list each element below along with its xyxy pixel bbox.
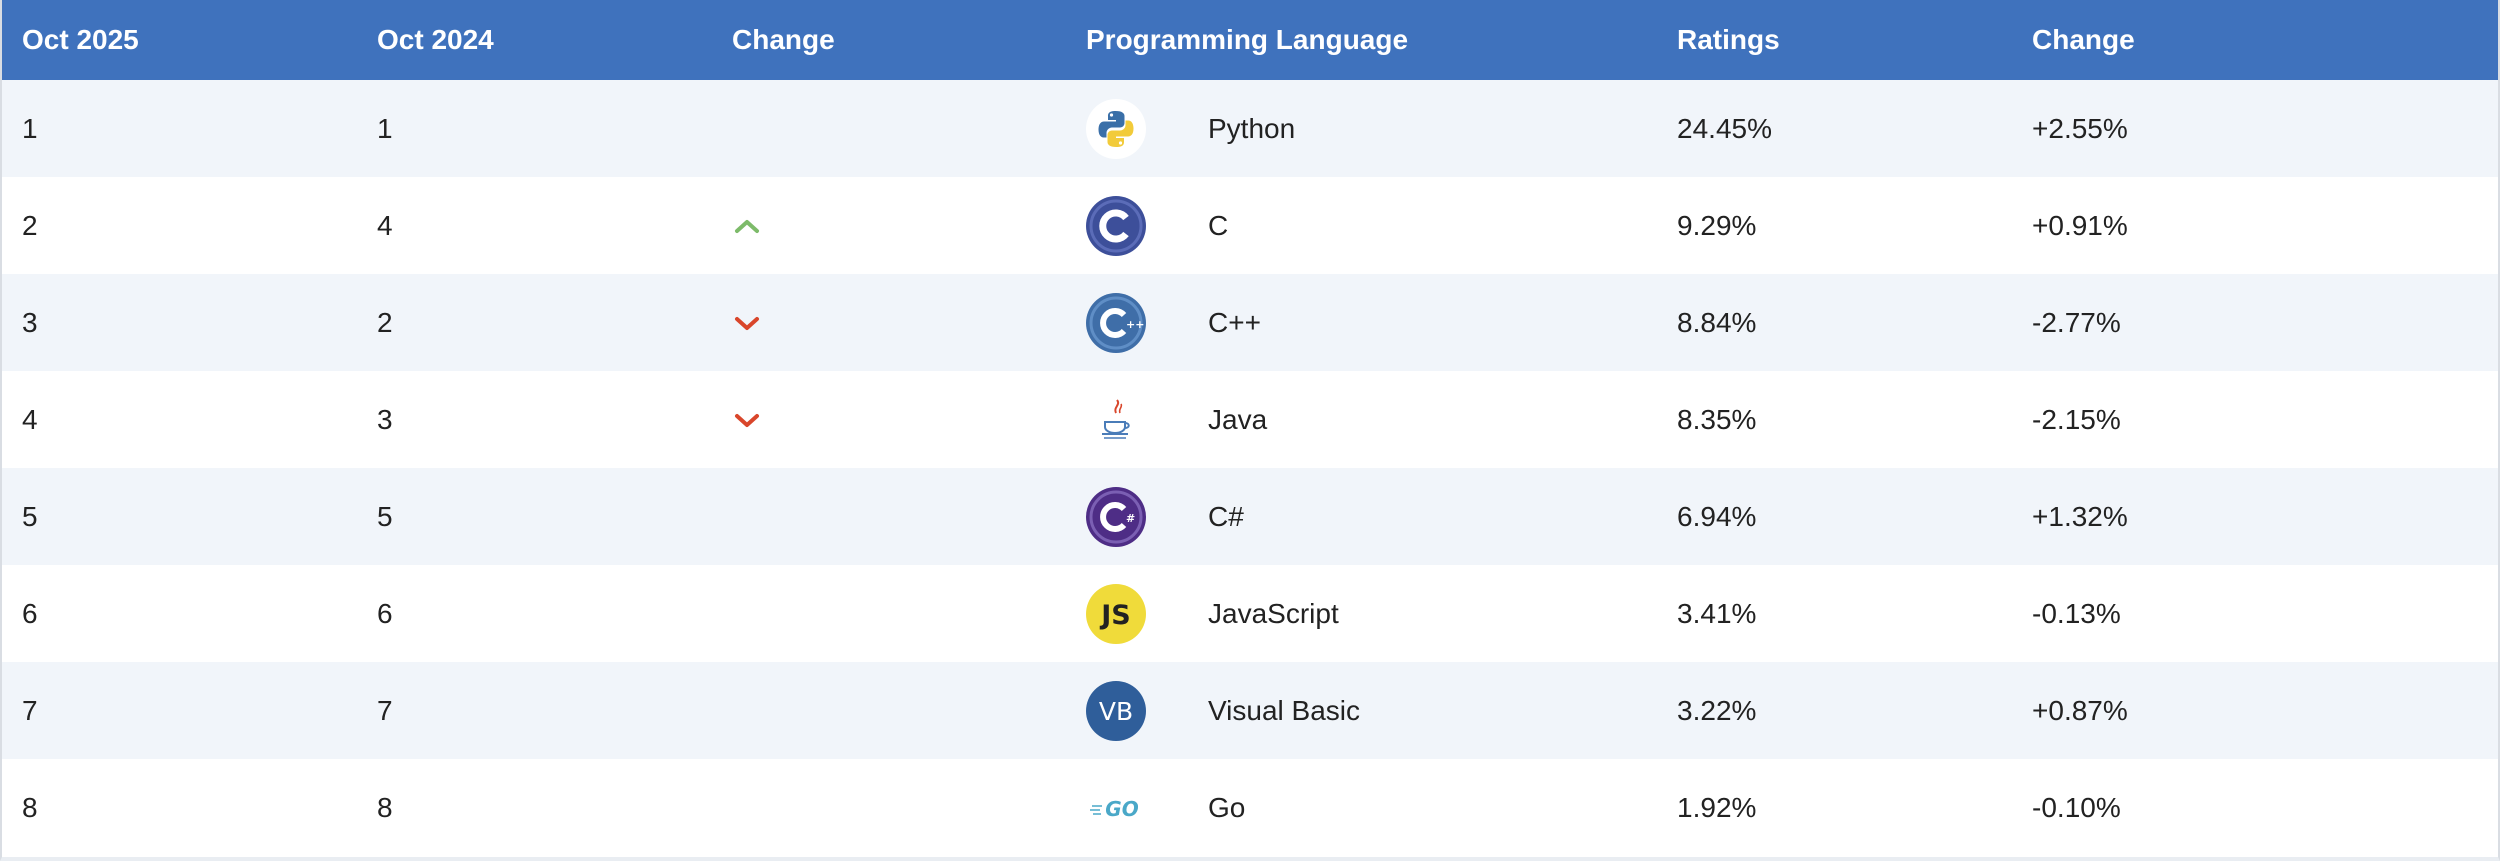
- language-name-cell[interactable]: Python: [1208, 112, 1296, 144]
- rating-cell: 8.35%: [1677, 403, 1757, 435]
- rating-change-cell: +0.91%: [2032, 209, 2128, 241]
- rank-previous-cell: 3: [377, 403, 393, 435]
- rank-trend-cell: [712, 662, 1067, 759]
- csharp-logo-icon: #: [1086, 486, 1197, 547]
- rank-trend-cell: [712, 565, 1067, 662]
- language-logo-cell: [1067, 80, 1197, 177]
- language-logo-cell: #: [1067, 468, 1197, 565]
- javascript-logo-icon: JS: [1086, 583, 1197, 644]
- rating-change-cell: -0.10%: [2032, 791, 2121, 823]
- header-rank-change[interactable]: Change: [732, 24, 835, 55]
- header-row: Oct 2025 Oct 2024 Change Programming Lan…: [2, 0, 2498, 80]
- rank-previous-cell: 6: [377, 597, 393, 629]
- rank-previous-cell: 1: [377, 112, 393, 144]
- go-logo-icon: GO: [1086, 778, 1197, 838]
- language-logo-cell: VB: [1067, 662, 1197, 759]
- table-row[interactable]: 6 6 JS JavaScript 3.41% -0.13%: [2, 565, 2498, 662]
- language-name-cell[interactable]: C: [1208, 209, 1229, 241]
- language-name-cell[interactable]: C#: [1208, 500, 1244, 532]
- rank-previous-cell: 8: [377, 791, 393, 823]
- language-name-cell[interactable]: Go: [1208, 791, 1246, 823]
- rating-cell: 3.22%: [1677, 694, 1757, 726]
- header-ratings[interactable]: Ratings: [1677, 24, 1780, 55]
- table-header: Oct 2025 Oct 2024 Change Programming Lan…: [2, 0, 2498, 80]
- rating-change-cell: +0.87%: [2032, 694, 2128, 726]
- rank-trend-cell: [712, 759, 1067, 856]
- rank-previous-cell: 7: [377, 694, 393, 726]
- visual-basic-logo-icon: VB: [1086, 680, 1197, 741]
- table-row[interactable]: 3 2 ++ C++ 8.84% -2.77%: [2, 274, 2498, 371]
- rank-trend-cell: [712, 177, 1067, 274]
- table-body: 1 1 Python 24.45% +2.55% 2 4 C 9.29% +0.91% 3 2 +…: [2, 80, 2498, 856]
- svg-text:++: ++: [1126, 318, 1144, 331]
- table-row[interactable]: 5 5 # C# 6.94% +1.32%: [2, 468, 2498, 565]
- table-row[interactable]: 7 7 VB Visual Basic 3.22% +0.87%: [2, 662, 2498, 759]
- rating-change-cell: +1.32%: [2032, 500, 2128, 532]
- java-logo-icon: [1086, 389, 1197, 450]
- rank-current-cell: 5: [22, 500, 38, 532]
- rank-previous-cell: 5: [377, 500, 393, 532]
- rank-current-cell: 1: [22, 112, 38, 144]
- language-logo-cell: JS: [1067, 565, 1197, 662]
- trend-up-chevron-icon: [732, 216, 1067, 236]
- rank-previous-cell: 4: [377, 209, 393, 241]
- svg-text:JS: JS: [1099, 600, 1131, 631]
- rating-cell: 8.84%: [1677, 306, 1757, 338]
- rating-change-cell: -0.13%: [2032, 597, 2121, 629]
- rating-change-cell: -2.15%: [2032, 403, 2121, 435]
- rank-trend-cell: [712, 80, 1067, 177]
- rank-current-cell: 6: [22, 597, 38, 629]
- rating-cell: 9.29%: [1677, 209, 1757, 241]
- header-ratings-change[interactable]: Change: [2032, 24, 2135, 55]
- svg-text:VB: VB: [1099, 697, 1133, 726]
- header-previous-month[interactable]: Oct 2024: [377, 24, 494, 55]
- rating-change-cell: +2.55%: [2032, 112, 2128, 144]
- cpp-logo-icon: ++: [1086, 292, 1197, 353]
- rating-cell: 3.41%: [1677, 597, 1757, 629]
- rating-cell: 6.94%: [1677, 500, 1757, 532]
- language-logo-cell: GO: [1067, 759, 1197, 856]
- header-programming-language[interactable]: Programming Language: [1086, 24, 1409, 55]
- header-current-month[interactable]: Oct 2025: [22, 24, 139, 55]
- c-logo-icon: [1086, 195, 1197, 256]
- python-logo-icon: [1086, 98, 1197, 159]
- language-logo-cell: [1067, 177, 1197, 274]
- rating-cell: 24.45%: [1677, 112, 1772, 144]
- table-row[interactable]: 2 4 C 9.29% +0.91%: [2, 177, 2498, 274]
- rating-cell: 1.92%: [1677, 791, 1757, 823]
- trend-down-chevron-icon: [732, 313, 1067, 333]
- rank-current-cell: 8: [22, 791, 38, 823]
- rank-trend-cell: [712, 274, 1067, 371]
- svg-text:GO: GO: [1105, 797, 1138, 821]
- language-name-cell[interactable]: Java: [1208, 403, 1268, 435]
- rank-trend-cell: [712, 468, 1067, 565]
- table-row[interactable]: 1 1 Python 24.45% +2.55%: [2, 80, 2498, 177]
- rank-trend-cell: [712, 371, 1067, 468]
- language-name-cell[interactable]: C++: [1208, 306, 1261, 338]
- language-logo-cell: [1067, 371, 1197, 468]
- table-row[interactable]: 4 3 Java 8.35% -2.15%: [2, 371, 2498, 468]
- table-row[interactable]: 8 8 GO Go 1.92% -0.10%: [2, 759, 2498, 856]
- svg-text:#: #: [1126, 512, 1135, 525]
- rank-current-cell: 4: [22, 403, 38, 435]
- language-logo-cell: ++: [1067, 274, 1197, 371]
- rank-current-cell: 3: [22, 306, 38, 338]
- language-name-cell[interactable]: JavaScript: [1208, 597, 1339, 629]
- language-name-cell[interactable]: Visual Basic: [1208, 694, 1361, 726]
- rating-change-cell: -2.77%: [2032, 306, 2121, 338]
- trend-down-chevron-icon: [732, 410, 1067, 430]
- rank-current-cell: 7: [22, 694, 38, 726]
- rank-previous-cell: 2: [377, 306, 393, 338]
- rank-current-cell: 2: [22, 209, 38, 241]
